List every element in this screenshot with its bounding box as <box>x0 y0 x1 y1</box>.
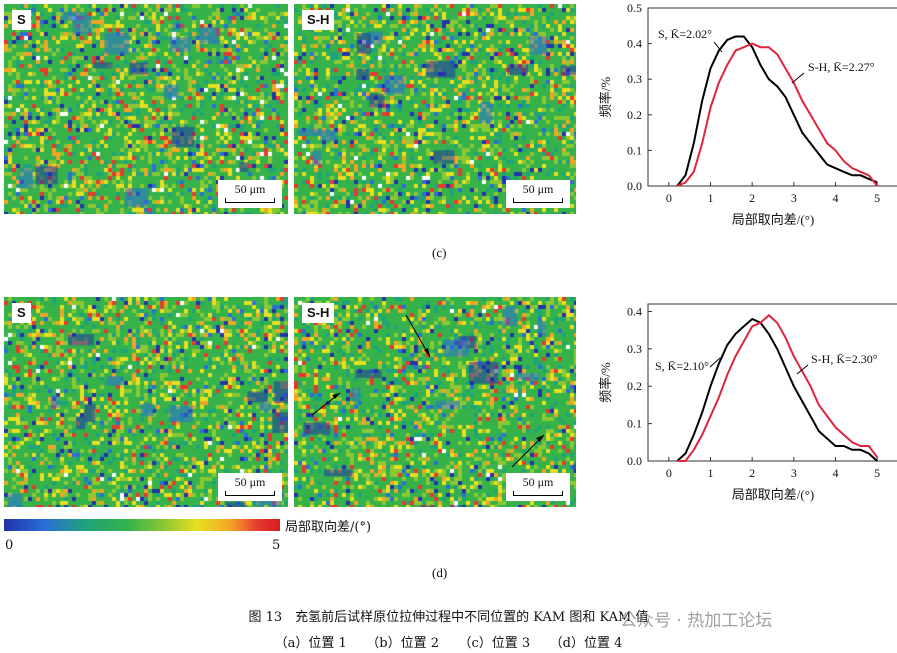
y-tick-label: 0.2 <box>627 108 642 122</box>
arrowhead <box>332 393 340 399</box>
arrowhead <box>536 435 544 442</box>
scale-bar: 50 μm <box>506 473 570 501</box>
x-tick-label: 2 <box>749 466 755 480</box>
plot-frame <box>647 7 897 187</box>
series-annotation-s-h: S-H, K̄=2.30° <box>811 352 878 366</box>
kam-map-c-s-image <box>4 4 288 214</box>
series-annotation-s-h: S-H, K̄=2.27° <box>808 60 875 74</box>
x-tick-label: 4 <box>833 191 839 205</box>
figure-caption: 图 13 充氢前后试样原位拉伸过程中不同位置的 KAM 图和 KAM 值 <box>248 610 649 625</box>
x-tick-label: 3 <box>791 191 797 205</box>
map-label: S-H <box>302 10 335 30</box>
y-tick-label: 0.2 <box>627 379 642 393</box>
kam-map-d-sh: S-H 50 μm <box>294 297 576 507</box>
watermark: 公众号 · 热加工论坛 <box>620 611 773 631</box>
y-tick-label: 0.0 <box>627 179 642 193</box>
x-tick-label: 1 <box>708 191 714 205</box>
kam-chart-c: 0 1 2 3 4 5 0.0 0.1 0.2 0.3 0.4 0.5 局部取向差/(°) 频率/% S, … <box>598 1 897 227</box>
series-line-s-h <box>676 42 878 187</box>
annotation-leader <box>791 72 805 84</box>
kam-map-d-s: S 50 μm <box>4 297 288 507</box>
annotation-leader <box>796 364 809 375</box>
y-axis-label: 频率/% <box>598 77 613 118</box>
colorbar <box>4 519 280 531</box>
scale-bar: 50 μm <box>218 180 282 208</box>
x-axis-label: 局部取向差/(°) <box>732 487 814 502</box>
y-tick-label: 0.1 <box>627 417 642 431</box>
series-line-s <box>676 35 878 187</box>
panel-tag-d: (d) <box>432 565 448 580</box>
panel-tag-c: (c) <box>432 245 447 260</box>
y-tick-label: 0.1 <box>627 143 642 157</box>
x-tick-label: 5 <box>874 466 880 480</box>
scale-bar: 50 μm <box>218 473 282 501</box>
series-annotation-s: S, K̄=2.10° <box>655 359 709 373</box>
y-tick-label: 0.5 <box>627 1 642 15</box>
kam-map-c-sh-image <box>294 4 576 214</box>
colorbar-max: 5 <box>272 538 281 553</box>
scale-bar: 50 μm <box>506 180 570 208</box>
y-tick-label: 0.0 <box>627 454 642 468</box>
plot-frame <box>647 303 897 462</box>
y-tick-label: 0.3 <box>627 342 642 356</box>
arrowhead <box>424 348 430 357</box>
annotation-leader <box>713 41 723 53</box>
kam-chart-d: 0 1 2 3 4 5 0.0 0.1 0.2 0.3 0.4 局部取向差/(°) 频率/% S, K̄=… <box>598 303 897 502</box>
annotation-leader <box>709 357 721 368</box>
x-tick-label: 5 <box>874 191 880 205</box>
crack-arrows <box>311 314 545 468</box>
y-axis-label: 频率/% <box>598 362 613 403</box>
colorbar-min: 0 <box>5 538 14 553</box>
figure-subcaption: （a）位置 1 （b）位置 2 （c）位置 3 （d）位置 4 <box>274 636 623 651</box>
map-label: S-H <box>302 303 335 323</box>
kam-map-d-sh-image <box>294 297 576 507</box>
y-tick-label: 0.3 <box>627 72 642 86</box>
series-line-s <box>676 317 878 462</box>
series-line-s-h <box>677 313 879 462</box>
kam-map-d-s-image <box>4 297 288 507</box>
kam-map-c-s: S 50 μm <box>4 4 288 214</box>
map-label: S <box>12 303 31 323</box>
kam-map-c-sh: S-H 50 μm <box>294 4 576 214</box>
y-tick-label: 0.4 <box>627 37 642 51</box>
x-tick-label: 2 <box>749 191 755 205</box>
colorbar-title: 局部取向差/(°) <box>285 520 372 535</box>
x-axis-label: 局部取向差/(°) <box>732 212 814 227</box>
x-tick-label: 0 <box>666 466 672 480</box>
x-tick-label: 0 <box>666 191 672 205</box>
x-tick-label: 3 <box>791 466 797 480</box>
series-annotation-s: S, K̄=2.02° <box>658 27 712 41</box>
x-tick-label: 4 <box>833 466 839 480</box>
y-tick-label: 0.4 <box>627 304 642 318</box>
x-tick-label: 1 <box>708 466 714 480</box>
map-label: S <box>12 10 31 30</box>
